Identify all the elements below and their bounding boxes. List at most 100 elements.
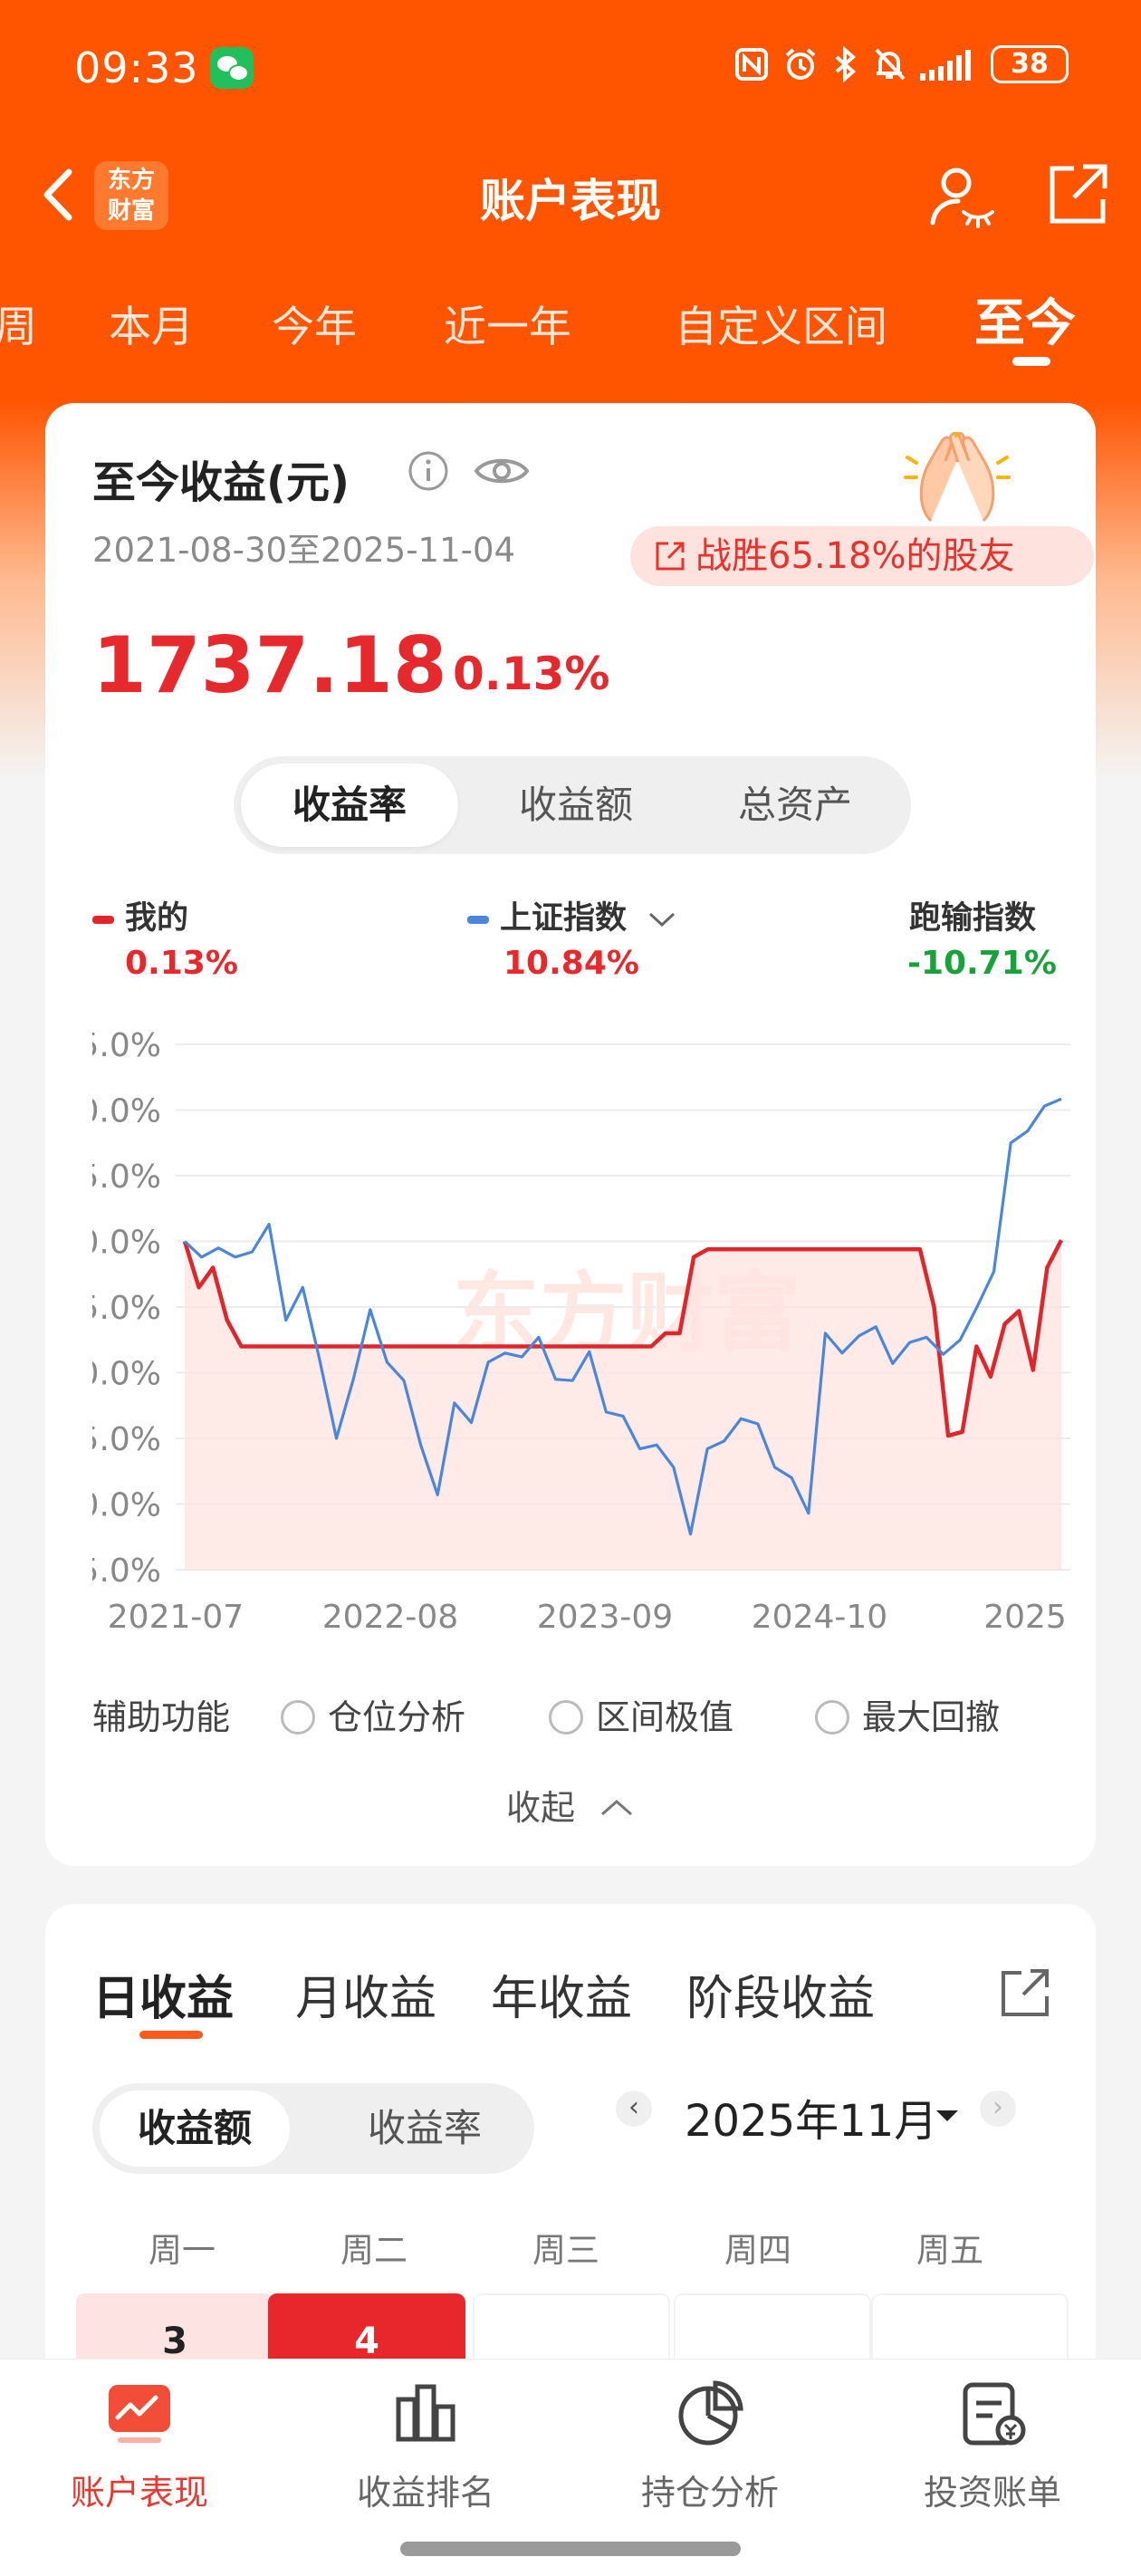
y-tick-label: -20.0% — [92, 1487, 161, 1524]
x-tick-label: 2025 — [983, 1599, 1067, 1636]
legend-mine-swatch — [92, 915, 114, 924]
status-time: 09:33 — [74, 43, 199, 92]
back-icon[interactable] — [38, 165, 78, 225]
tabbar-label: 账户表现 — [70, 2473, 208, 2513]
legend-index-label: 上证指数 — [500, 900, 628, 937]
x-tick-label: 2024-10 — [752, 1599, 887, 1636]
tab-rate[interactable]: 收益率 — [367, 2106, 482, 2150]
return-chart[interactable]: 东方财富15.0%10.0%5.0%0.0%-5.0%-10.0%-15.0%-… — [92, 1008, 1096, 1642]
beat-badge[interactable]: 战胜65.18%的股友 — [630, 526, 1094, 586]
y-tick-label: 10.0% — [92, 1093, 161, 1130]
y-tick-label: -5.0% — [92, 1290, 161, 1327]
tab-return-amount[interactable]: 收益额 — [518, 783, 633, 827]
legend-index[interactable]: 上证指数 — [467, 892, 677, 938]
applause-icon — [904, 431, 1011, 523]
nav-bar: 东方 财富 账户表现 — [0, 145, 1141, 245]
tab-this-month[interactable]: 本月 — [109, 303, 194, 352]
legend-mine-label: 我的 — [125, 900, 189, 937]
series-area-0 — [185, 1240, 1061, 1570]
tabbar-label: 投资账单 — [923, 2473, 1061, 2513]
legend-mine-value: 0.13% — [125, 945, 238, 982]
aux-position-analysis[interactable]: 仓位分析 — [281, 1689, 465, 1739]
tab-this-year[interactable]: 今年 — [272, 303, 357, 352]
tab-week[interactable]: 周 — [0, 303, 37, 352]
brand-text-2: 财富 — [107, 197, 155, 225]
tab-monthly-return[interactable]: 月收益 — [295, 1972, 437, 2026]
tabbar-investment-statement[interactable]: 投资账单 — [884, 2378, 1101, 2514]
weekday-fri: 周五 — [916, 2231, 983, 2270]
bar-chart-icon — [389, 2378, 462, 2450]
aux-option-label: 区间极值 — [596, 1697, 734, 1737]
tabbar-label: 收益排名 — [356, 2473, 494, 2513]
aux-option-label: 最大回撤 — [862, 1697, 1001, 1737]
tabbar-return-ranking[interactable]: 收益排名 — [317, 2378, 534, 2514]
legend-index-value: 10.84% — [503, 945, 639, 982]
metric-segmented-control: 收益率 收益额 总资产 — [234, 756, 911, 854]
bottom-tab-bar: 账户表现 收益排名 持仓分析 投资账单 — [0, 2359, 1141, 2576]
share-small-icon — [656, 542, 685, 571]
y-tick-label: 5.0% — [92, 1158, 161, 1196]
x-tick-label: 2022-08 — [322, 1599, 458, 1636]
legend-diff-value: -10.71% — [907, 945, 1057, 982]
collapse-button[interactable]: 收起 — [45, 1780, 1096, 1830]
bluetooth-icon — [835, 46, 857, 82]
tab-daily-return[interactable]: 日收益 — [92, 1972, 235, 2026]
privacy-user-icon[interactable] — [925, 159, 996, 230]
prev-month-icon[interactable]: ‹ — [616, 2091, 652, 2127]
signal-icon — [920, 50, 971, 81]
tabbar-holdings-analysis[interactable]: 持仓分析 — [601, 2378, 819, 2514]
nfc-icon — [735, 48, 768, 81]
legend-diff-label: 跑输指数 — [909, 900, 1037, 937]
tab-return-rate[interactable]: 收益率 — [241, 764, 458, 847]
aux-option-label: 仓位分析 — [328, 1697, 466, 1737]
share-icon[interactable] — [998, 1966, 1052, 2020]
legend-index-swatch — [467, 915, 489, 924]
summary-card: 至今收益(元) 2021-08-30至2025-11-04 战胜65.18%的股… — [45, 403, 1096, 1866]
alarm-icon — [785, 48, 816, 80]
collapse-label: 收起 — [505, 1788, 575, 1828]
chevron-up-icon — [601, 1800, 633, 1816]
tab-amount[interactable]: 收益额 — [100, 2091, 290, 2167]
brand-logo: 东方 财富 — [94, 161, 168, 230]
bill-icon — [956, 2378, 1029, 2450]
returns-segmented-control: 收益额 收益率 — [92, 2083, 534, 2174]
tab-to-date[interactable]: 至今 — [974, 294, 1076, 353]
tab-custom-range[interactable]: 自定义区间 — [675, 303, 887, 352]
y-tick-label: -25.0% — [92, 1552, 161, 1590]
month-picker[interactable]: 2025年11月 — [685, 2096, 938, 2147]
aux-max-drawdown[interactable]: 最大回撤 — [815, 1689, 1000, 1739]
radio-icon — [549, 1699, 583, 1735]
info-icon[interactable] — [408, 450, 449, 492]
beat-text: 战胜65.18%的股友 — [695, 535, 1015, 577]
status-icons: 38 — [734, 45, 1069, 83]
chevron-down-icon — [649, 912, 676, 928]
eye-icon[interactable] — [473, 450, 531, 492]
returns-tab-indicator — [139, 2031, 203, 2039]
caret-down-icon[interactable] — [936, 2110, 958, 2121]
brand-text-1: 东方 — [107, 167, 155, 194]
status-bar: 09:33 38 — [0, 0, 1141, 136]
page-title: 账户表现 — [480, 175, 661, 227]
x-tick-label: 2023-09 — [537, 1599, 673, 1636]
share-icon[interactable] — [1041, 159, 1112, 230]
aux-range-extreme[interactable]: 区间极值 — [549, 1689, 734, 1739]
tab-last-year[interactable]: 近一年 — [444, 303, 571, 352]
series-line-1 — [183, 1097, 1062, 1536]
date-range: 2021-08-30至2025-11-04 — [92, 531, 516, 570]
mute-icon — [875, 48, 906, 81]
total-return-amount: 1737.18 — [92, 620, 447, 711]
aux-label: 辅助功能 — [92, 1697, 231, 1737]
y-tick-label: 0.0% — [92, 1225, 161, 1262]
legend-mine: 我的 — [92, 892, 188, 938]
tab-yearly-return[interactable]: 年收益 — [491, 1972, 633, 2026]
weekday-wed: 周三 — [532, 2231, 599, 2270]
radio-icon — [281, 1699, 315, 1735]
tab-period-return[interactable]: 阶段收益 — [686, 1972, 876, 2026]
x-tick-label: 2021-07 — [108, 1599, 244, 1636]
active-tab-indicator — [1012, 357, 1050, 366]
weekday-tue: 周二 — [340, 2231, 408, 2270]
tab-total-assets[interactable]: 总资产 — [737, 783, 852, 827]
tabbar-account-performance[interactable]: 账户表现 — [31, 2378, 248, 2514]
period-tabs: 周 本月 今年 近一年 自定义区间 至今 — [0, 272, 1141, 380]
next-month-icon[interactable]: › — [980, 2091, 1016, 2127]
